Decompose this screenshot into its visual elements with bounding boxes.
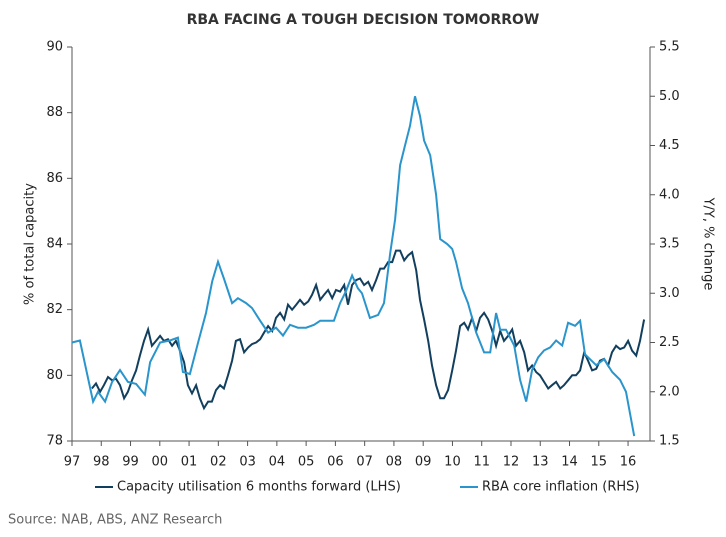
y-tick-label: 84 [46, 237, 63, 252]
y2-tick-label: 5.5 [659, 40, 680, 55]
x-tick-label: 14 [561, 455, 578, 470]
x-tick-label: 97 [64, 455, 81, 470]
x-tick-label: 09 [415, 455, 432, 470]
y2-tick-label: 5.0 [659, 89, 680, 104]
y2-tick-label: 3.0 [659, 286, 680, 301]
x-tick-label: 13 [532, 455, 549, 470]
y2-tick-label: 2.0 [659, 384, 680, 399]
y2-tick-label: 4.0 [659, 187, 680, 202]
y2-tick-label: 3.5 [659, 237, 680, 252]
line-series [71, 96, 636, 437]
x-tick-label: 11 [473, 455, 490, 470]
x-tick-label: 06 [327, 455, 344, 470]
y-tick-label: 86 [46, 171, 63, 186]
x-tick-label: 08 [386, 455, 403, 470]
y2-tick-label: 2.5 [659, 335, 680, 350]
x-tick-label: 10 [444, 455, 461, 470]
y-tick-label: 78 [46, 434, 63, 449]
x-tick-label: 07 [356, 455, 373, 470]
source: Source: NAB, ABS, ANZ Research [8, 513, 222, 528]
x-tick-label: 02 [210, 455, 227, 470]
x-tick-label: 05 [298, 455, 315, 470]
x-tick-label: 12 [503, 455, 520, 470]
y-tick-label: 90 [46, 40, 63, 55]
x-tick-label: 04 [269, 455, 286, 470]
x-tick-label: 03 [239, 455, 256, 470]
y-tick-label: 88 [46, 105, 63, 120]
legend-label: RBA core inflation (RHS) [482, 480, 640, 495]
x-tick-label: 98 [93, 455, 110, 470]
x-tick-label: 15 [591, 455, 608, 470]
x-tick-label: 01 [181, 455, 198, 470]
y2-tick-label: 4.5 [659, 138, 680, 153]
x-tick-label: 99 [122, 455, 139, 470]
y-axis-label: % of total capacity [23, 183, 38, 305]
y2-tick-label: 1.5 [659, 434, 680, 449]
y-tick-label: 80 [46, 368, 63, 383]
x-tick-label: 00 [152, 455, 169, 470]
legend-label: Capacity utilisation 6 months forward (L… [117, 480, 401, 495]
line-series [91, 249, 646, 411]
x-tick-label: 16 [620, 455, 637, 470]
y-tick-label: 82 [46, 302, 63, 317]
y2-axis-label: Y/Y, % change [701, 197, 716, 291]
chart-title: RBA FACING A TOUGH DECISION TOMORROW [187, 12, 540, 28]
